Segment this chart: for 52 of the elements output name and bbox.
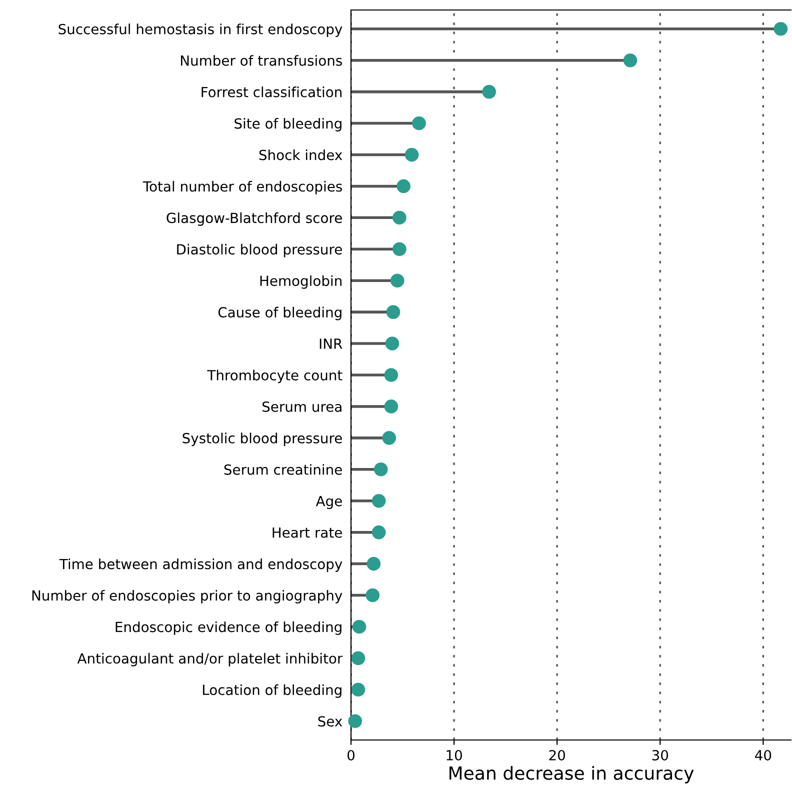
point <box>374 462 388 476</box>
point <box>412 116 426 130</box>
x-tick-label: 30 <box>652 750 668 760</box>
x-axis-title: Mean decrease in accuracy <box>450 766 694 784</box>
x-tick-label: 10 <box>446 750 462 760</box>
y-tick-label: Cause of bleeding <box>218 306 342 320</box>
y-tick-label: Successful hemostasis in first endoscopy <box>58 24 342 38</box>
y-tick-label: Shock index <box>259 149 342 160</box>
y-tick-label: Systolic blood pressure <box>182 432 342 446</box>
point <box>348 714 362 728</box>
point <box>482 84 496 99</box>
y-tick-label: Total number of endoscopies <box>142 180 342 194</box>
point <box>385 336 400 350</box>
y-tick-label: Thrombocyte count <box>207 370 342 384</box>
y-tick-label: Anticoagulant and/or platelet inhibitor <box>77 652 343 666</box>
y-tick-label: Serum urea <box>262 401 342 412</box>
x-tick-label: 20 <box>549 750 566 760</box>
y-tick-label: Sex <box>318 716 342 727</box>
point <box>382 431 396 445</box>
x-tick-label: 40 <box>755 750 772 760</box>
y-tick-label: Heart rate <box>272 527 342 538</box>
point <box>392 210 406 225</box>
y-tick-label: Forrest classification <box>202 86 342 98</box>
point <box>384 400 398 414</box>
point <box>774 22 788 36</box>
point <box>351 651 366 666</box>
y-tick-label: INR <box>320 338 342 349</box>
y-tick-label: Site of bleeding <box>234 118 342 132</box>
point <box>366 588 380 602</box>
point <box>392 242 406 256</box>
point <box>366 556 381 571</box>
x-tick-label: 0 <box>347 750 354 760</box>
y-tick-label: Number of transfusions <box>180 55 342 66</box>
y-tick-label: Diastolic blood pressure <box>177 244 342 258</box>
point <box>386 305 400 319</box>
y-tick-label: Number of endoscopies prior to angiography <box>32 590 342 604</box>
point <box>623 53 638 68</box>
y-tick-label: Time between admission and endoscopy <box>59 558 342 572</box>
y-tick-label: Endoscopic evidence of bleeding <box>116 621 342 635</box>
point <box>396 179 410 194</box>
point <box>351 682 366 697</box>
point <box>404 148 419 162</box>
y-tick-label: Hemoglobin <box>260 275 342 289</box>
y-tick-label: Age <box>316 496 342 510</box>
y-tick-label: Serum creatinine <box>224 464 342 475</box>
point <box>384 368 398 382</box>
y-tick-label: Glasgow-Blatchford score <box>166 212 342 226</box>
y-tick-label: Location of bleeding <box>203 684 342 698</box>
point <box>390 274 404 288</box>
point <box>352 620 366 634</box>
point <box>372 525 386 540</box>
point <box>372 494 386 508</box>
